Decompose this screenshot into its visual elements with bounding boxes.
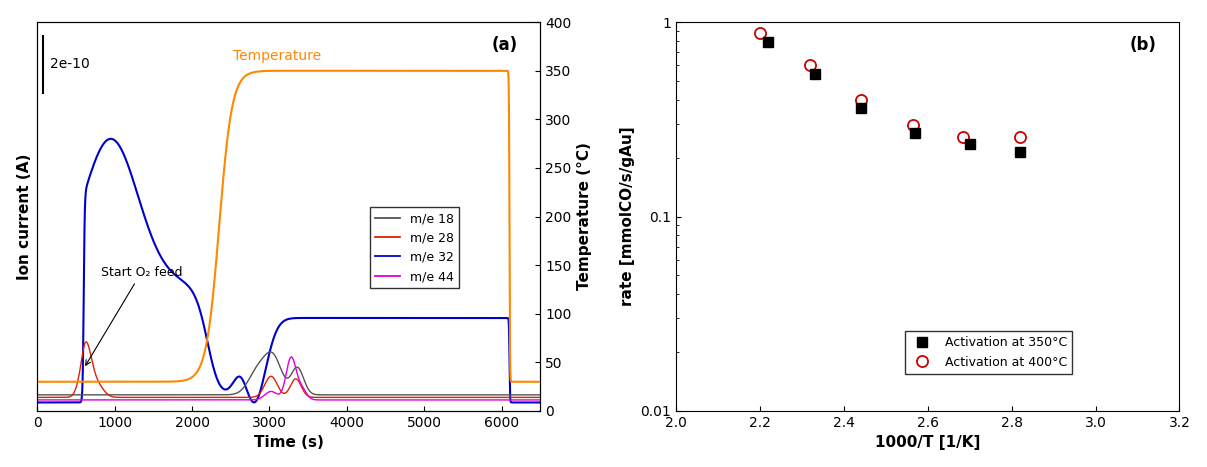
Text: 2e-10: 2e-10 bbox=[49, 57, 89, 71]
Y-axis label: Temperature (°C): Temperature (°C) bbox=[577, 142, 593, 290]
Text: (a): (a) bbox=[491, 36, 518, 54]
Legend: Activation at 350°C, Activation at 400°C: Activation at 350°C, Activation at 400°C bbox=[904, 331, 1072, 374]
X-axis label: 1000/T [1/K]: 1000/T [1/K] bbox=[875, 435, 980, 450]
Text: Start O₂ feed: Start O₂ feed bbox=[86, 266, 182, 365]
Y-axis label: Ion current (A): Ion current (A) bbox=[17, 153, 31, 280]
Text: Temperature: Temperature bbox=[233, 49, 321, 63]
Text: (b): (b) bbox=[1130, 36, 1156, 54]
Legend: m/e 18, m/e 28, m/e 32, m/e 44: m/e 18, m/e 28, m/e 32, m/e 44 bbox=[369, 207, 459, 288]
X-axis label: Time (s): Time (s) bbox=[253, 435, 323, 450]
Y-axis label: rate [mmolCO/s/gAu]: rate [mmolCO/s/gAu] bbox=[620, 127, 635, 306]
